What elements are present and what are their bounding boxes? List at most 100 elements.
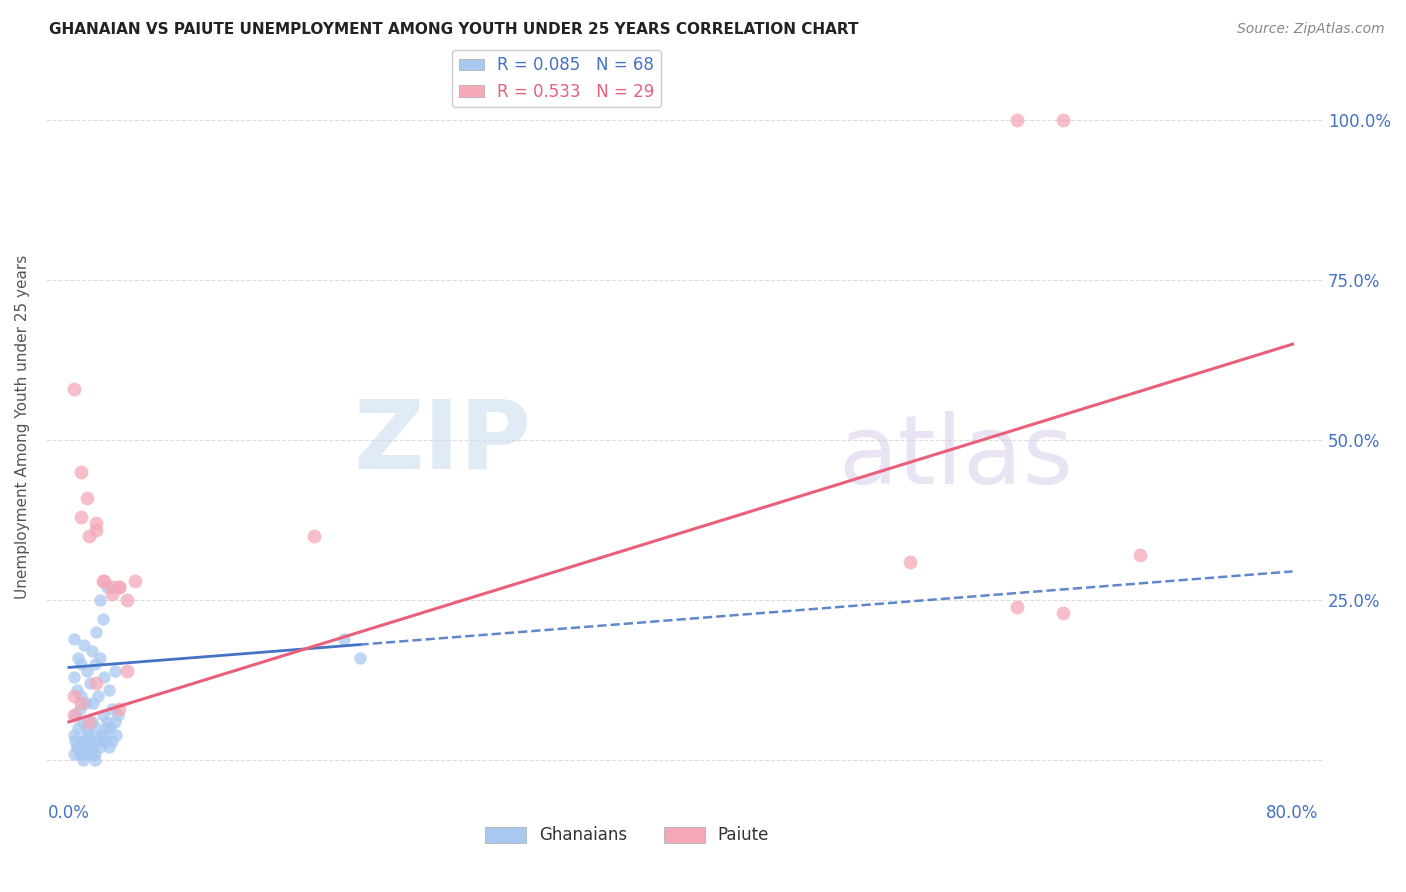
- Point: [1052, 606, 1074, 620]
- Point: [333, 632, 356, 646]
- Point: [115, 593, 138, 607]
- Point: [72, 753, 94, 767]
- Point: [77, 740, 100, 755]
- Point: [84, 657, 107, 672]
- Point: [67, 721, 90, 735]
- Point: [86, 676, 108, 690]
- Point: [70, 696, 93, 710]
- Point: [72, 734, 94, 748]
- Point: [89, 740, 111, 755]
- Point: [1005, 599, 1028, 614]
- Point: [73, 638, 96, 652]
- Point: [70, 690, 93, 704]
- Point: [89, 650, 111, 665]
- Point: [97, 682, 120, 697]
- Point: [104, 714, 127, 729]
- Point: [93, 574, 115, 588]
- Point: [87, 690, 110, 704]
- Point: [91, 612, 114, 626]
- Point: [96, 581, 118, 595]
- Text: ZIP: ZIP: [353, 396, 531, 489]
- Point: [63, 734, 86, 748]
- Point: [84, 753, 107, 767]
- Point: [76, 664, 98, 678]
- Point: [80, 714, 103, 729]
- Point: [91, 708, 114, 723]
- Point: [100, 581, 122, 595]
- Point: [86, 516, 108, 531]
- Point: [62, 728, 84, 742]
- Point: [70, 510, 93, 524]
- Point: [97, 740, 120, 755]
- Point: [91, 574, 114, 588]
- Point: [62, 690, 84, 704]
- Point: [69, 747, 91, 761]
- Point: [87, 734, 110, 748]
- Point: [65, 682, 87, 697]
- Point: [90, 728, 112, 742]
- Point: [349, 650, 371, 665]
- Point: [77, 714, 100, 729]
- Point: [86, 523, 108, 537]
- Point: [62, 670, 84, 684]
- Point: [93, 670, 115, 684]
- Point: [76, 491, 98, 505]
- Point: [79, 676, 101, 690]
- Point: [1129, 549, 1152, 563]
- Point: [100, 587, 122, 601]
- Point: [77, 728, 100, 742]
- Point: [82, 740, 104, 755]
- Point: [93, 734, 115, 748]
- Point: [105, 728, 128, 742]
- Text: Source: ZipAtlas.com: Source: ZipAtlas.com: [1237, 22, 1385, 37]
- Point: [89, 593, 111, 607]
- Point: [70, 465, 93, 479]
- Point: [77, 529, 100, 543]
- Point: [62, 708, 84, 723]
- Point: [69, 702, 91, 716]
- Point: [62, 382, 84, 396]
- Point: [898, 555, 921, 569]
- Point: [108, 581, 131, 595]
- Point: [115, 664, 138, 678]
- Text: atlas: atlas: [838, 410, 1073, 504]
- Point: [104, 664, 127, 678]
- Point: [62, 747, 84, 761]
- Point: [75, 740, 97, 755]
- Point: [1005, 113, 1028, 128]
- Point: [65, 740, 87, 755]
- Text: GHANAIAN VS PAIUTE UNEMPLOYMENT AMONG YOUTH UNDER 25 YEARS CORRELATION CHART: GHANAIAN VS PAIUTE UNEMPLOYMENT AMONG YO…: [49, 22, 859, 37]
- FancyBboxPatch shape: [664, 827, 704, 843]
- Point: [86, 721, 108, 735]
- Legend: R = 0.085   N = 68, R = 0.533   N = 29: R = 0.085 N = 68, R = 0.533 N = 29: [453, 50, 661, 107]
- Text: Paiute: Paiute: [717, 826, 769, 844]
- Point: [302, 529, 325, 543]
- Point: [75, 696, 97, 710]
- Point: [70, 657, 93, 672]
- Point: [76, 728, 98, 742]
- Point: [62, 632, 84, 646]
- Point: [72, 714, 94, 729]
- Point: [100, 734, 122, 748]
- Text: Ghanaians: Ghanaians: [538, 826, 627, 844]
- Point: [80, 747, 103, 761]
- Point: [67, 650, 90, 665]
- Point: [84, 747, 107, 761]
- Point: [96, 721, 118, 735]
- Point: [82, 696, 104, 710]
- Point: [94, 734, 117, 748]
- Point: [1052, 113, 1074, 128]
- Point: [80, 644, 103, 658]
- Point: [70, 747, 93, 761]
- Point: [69, 740, 91, 755]
- Point: [108, 581, 131, 595]
- Point: [79, 734, 101, 748]
- FancyBboxPatch shape: [485, 827, 526, 843]
- Point: [100, 702, 122, 716]
- Point: [63, 708, 86, 723]
- Point: [86, 625, 108, 640]
- Point: [91, 728, 114, 742]
- Point: [75, 747, 97, 761]
- Point: [76, 721, 98, 735]
- Point: [65, 740, 87, 755]
